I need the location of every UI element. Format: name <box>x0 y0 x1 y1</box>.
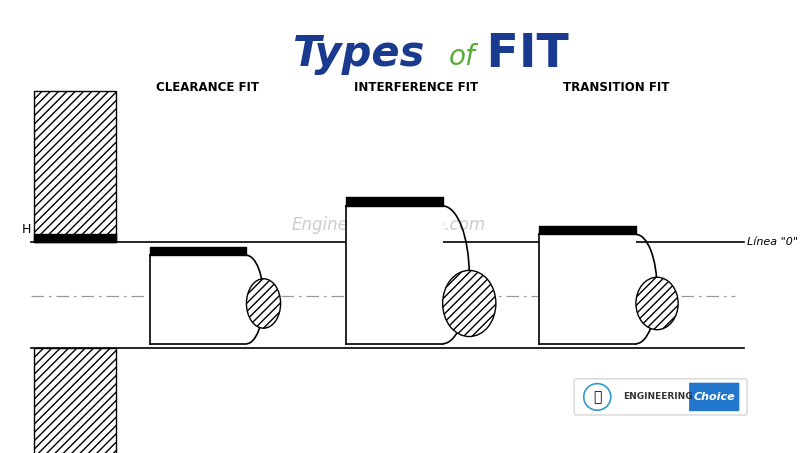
Text: 🎓: 🎓 <box>593 390 601 404</box>
Text: Engineeringchoice.com: Engineeringchoice.com <box>291 216 485 234</box>
Text: TRANSITION FIT: TRANSITION FIT <box>563 81 669 94</box>
Ellipse shape <box>247 279 280 328</box>
Text: FIT: FIT <box>470 32 569 77</box>
FancyBboxPatch shape <box>688 383 739 411</box>
Bar <box>539 235 635 344</box>
Text: CLEARANCE FIT: CLEARANCE FIT <box>156 81 259 94</box>
Ellipse shape <box>442 270 495 337</box>
Bar <box>345 206 442 344</box>
Text: H: H <box>22 223 31 236</box>
Bar <box>34 347 116 453</box>
Circle shape <box>583 384 610 410</box>
FancyBboxPatch shape <box>573 379 746 415</box>
Text: of: of <box>448 43 475 71</box>
Text: Línea "0": Línea "0" <box>746 237 797 247</box>
Ellipse shape <box>635 277 677 330</box>
Bar <box>149 255 247 344</box>
Text: Choice: Choice <box>692 392 734 402</box>
Text: Types: Types <box>293 34 438 75</box>
Bar <box>34 92 116 242</box>
Text: INTERFERENCE FIT: INTERFERENCE FIT <box>353 81 477 94</box>
Text: ENGINEERING: ENGINEERING <box>622 392 692 401</box>
